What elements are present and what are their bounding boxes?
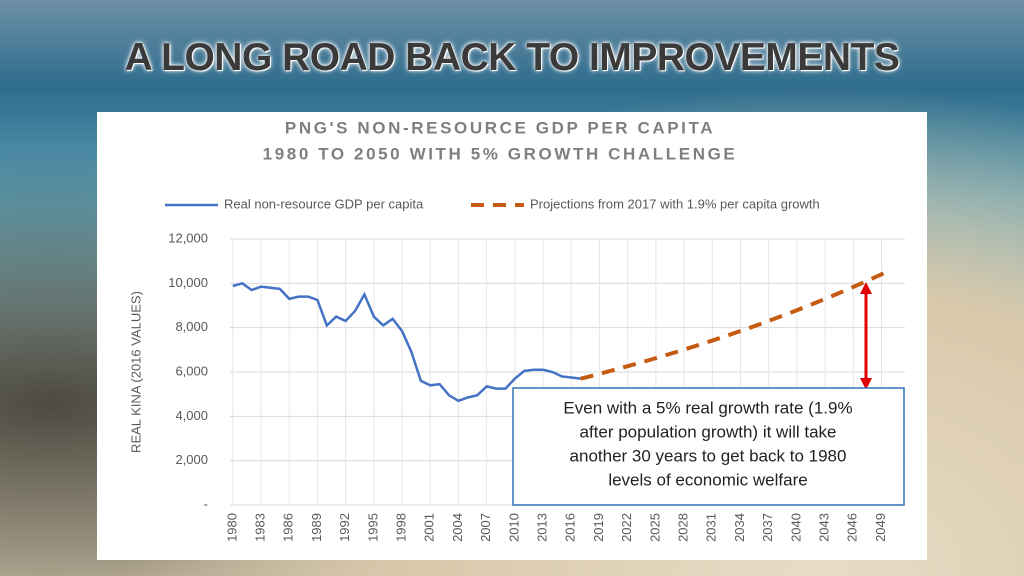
annotation-line: levels of economic welfare <box>608 470 807 489</box>
x-tick-label: 2028 <box>676 513 691 542</box>
x-tick-label: 2040 <box>788 513 803 542</box>
x-tick-label: 2037 <box>760 513 775 542</box>
x-tick-label: 1983 <box>252 513 267 542</box>
y-tick-label: 12,000 <box>168 230 208 245</box>
legend-label: Projections from 2017 with 1.9% per capi… <box>530 196 820 211</box>
annotation-line: another 30 years to get back to 1980 <box>570 446 847 465</box>
x-tick-label: 2001 <box>422 513 437 542</box>
annotation-line: after population growth) it will take <box>579 422 836 441</box>
y-tick-label: 4,000 <box>175 408 208 423</box>
annotation-line: Even with a 5% real growth rate (1.9% <box>563 398 852 417</box>
x-tick-label: 2010 <box>506 513 521 542</box>
y-axis-label: REAL KINA (2016 VALUES) <box>128 291 143 453</box>
x-tick-label: 2022 <box>619 513 634 542</box>
x-tick-label: 2031 <box>704 513 719 542</box>
y-tick-label: - <box>204 496 208 511</box>
x-tick-label: 2043 <box>817 513 832 542</box>
annotation-box <box>512 387 905 506</box>
x-tick-label: 2004 <box>450 513 465 542</box>
x-tick-label: 1998 <box>393 513 408 542</box>
x-tick-label: 2007 <box>478 513 493 542</box>
y-tick-label: 10,000 <box>168 275 208 290</box>
x-tick-label: 1980 <box>224 513 239 542</box>
x-tick-label: 2034 <box>732 513 747 542</box>
annotation: Even with a 5% real growth rate (1.9% aft… <box>563 398 852 489</box>
x-tick-label: 1995 <box>365 513 380 542</box>
legend-label: Real non-resource GDP per capita <box>224 196 424 211</box>
x-tick-label: 2046 <box>845 513 860 542</box>
x-tick-label: 2019 <box>591 513 606 542</box>
y-tick-label: 2,000 <box>175 452 208 467</box>
series-line <box>580 268 892 381</box>
y-tick-label: 8,000 <box>175 319 208 334</box>
arrow-head <box>860 282 872 294</box>
chart-title: PNG'S NON-RESOURCE GDP PER CAPITA <box>285 118 715 137</box>
slide-title: A LONG ROAD BACK TO IMPROVEMENTS <box>124 36 900 79</box>
plot <box>232 268 892 403</box>
arrow-head <box>860 378 872 390</box>
x-tick-label: 1986 <box>281 513 296 542</box>
y-tick-label: 6,000 <box>175 363 208 378</box>
x-tick-label: 2025 <box>647 513 662 542</box>
series-line <box>232 281 581 403</box>
x-tick-label: 2013 <box>534 513 549 542</box>
x-tick-label: 1989 <box>309 513 324 542</box>
x-tick-label: 2049 <box>873 513 888 542</box>
chart-subtitle: 1980 TO 2050 WITH 5% GROWTH CHALLENGE <box>263 144 738 163</box>
x-tick-label: 1992 <box>337 513 352 542</box>
chart: PNG'S NON-RESOURCE GDP PER CAPITA 1980 T… <box>97 112 927 560</box>
x-tick-label: 2016 <box>563 513 578 542</box>
